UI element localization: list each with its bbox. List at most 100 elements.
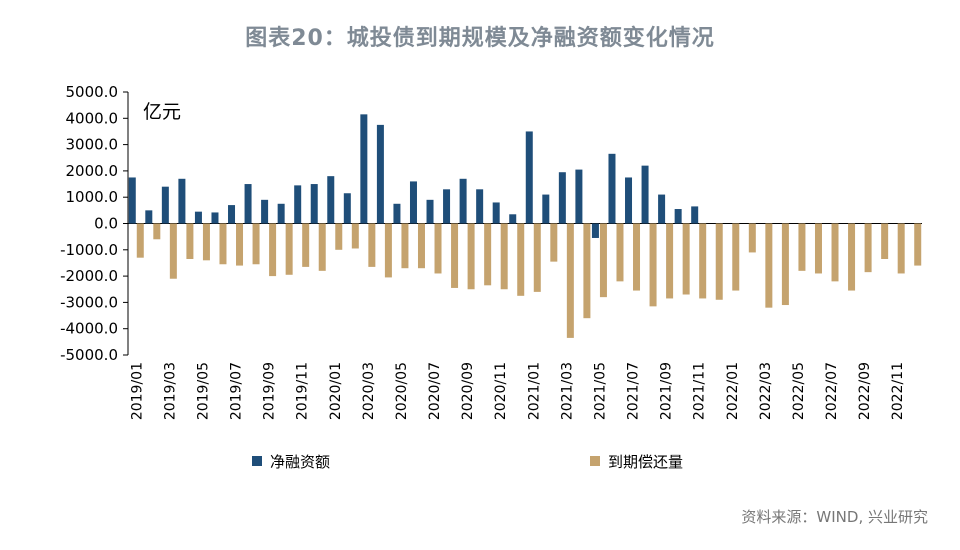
x-tick-label: 2022/07 xyxy=(824,362,840,420)
maturity-bar-2022-06 xyxy=(814,223,822,274)
net-financing-bar-2021-07 xyxy=(625,177,633,224)
net-financing-bar-2019-06 xyxy=(211,212,219,224)
maturity-bar-2022-10 xyxy=(881,223,889,259)
x-tick-label: 2019/11 xyxy=(295,362,311,420)
y-tick-label: 2000.0 xyxy=(66,162,119,180)
net-financing-bar-2021-09 xyxy=(658,194,666,224)
net-financing-bar-2019-01 xyxy=(128,177,136,224)
maturity-bar-2019-03 xyxy=(169,223,177,279)
legend-label-net-financing: 净融资额 xyxy=(270,453,330,471)
net-financing-bar-2020-10 xyxy=(476,189,484,224)
maturity-bar-2021-11 xyxy=(699,223,707,299)
y-tick-label: 4000.0 xyxy=(66,109,119,127)
y-tick-label: 1000.0 xyxy=(66,188,119,206)
maturity-bar-2022-12 xyxy=(914,223,922,266)
maturity-bar-2020-05 xyxy=(401,223,409,269)
maturity-bar-2022-02 xyxy=(748,223,756,253)
maturity-bar-2022-07 xyxy=(831,223,839,282)
maturity-bar-2020-08 xyxy=(451,223,459,288)
maturity-bar-2020-09 xyxy=(467,223,475,290)
maturity-bar-2019-08 xyxy=(252,223,260,265)
net-financing-bar-2019-12 xyxy=(310,184,318,224)
net-financing-bar-2020-04 xyxy=(376,124,384,224)
y-axis: 5000.0 4000.0 3000.0 2000.0 1000.0 0.0 -1000.0… xyxy=(60,83,129,364)
net-financing-bar-2019-07 xyxy=(228,205,236,224)
x-tick-label: 2020/01 xyxy=(328,362,344,420)
y-tick-label: -2000.0 xyxy=(60,267,118,285)
x-tick-label: 2021/01 xyxy=(526,362,542,420)
maturity-bar-2022-09 xyxy=(864,223,872,273)
maturity-bar-2021-10 xyxy=(682,223,690,295)
maturity-bar-2021-01 xyxy=(533,223,541,292)
net-financing-bar-2020-02 xyxy=(343,193,351,224)
maturity-bar-2022-03 xyxy=(765,223,773,308)
maturity-bar-2020-04 xyxy=(384,223,392,278)
maturity-bar-2020-10 xyxy=(484,223,492,286)
net-financing-bar-2021-01 xyxy=(525,131,533,224)
maturity-bar-2020-06 xyxy=(417,223,425,269)
y-tick-label: -3000.0 xyxy=(60,293,118,311)
x-tick-label: 2019/09 xyxy=(262,362,278,420)
x-tick-label: 2019/03 xyxy=(162,362,178,420)
net-financing-bar-2020-12 xyxy=(509,214,517,224)
legend-label-maturity-repayment: 到期偿还量 xyxy=(608,453,683,471)
net-financing-bar-2021-04 xyxy=(575,169,583,224)
net-financing-bar-2020-07 xyxy=(426,199,434,224)
maturity-bar-2021-06 xyxy=(616,223,624,282)
x-tick-label: 2022/11 xyxy=(890,362,906,420)
maturity-bar-2021-03 xyxy=(566,223,574,338)
maturity-bar-2019-09 xyxy=(269,223,277,277)
x-axis: 2019/01 2019/03 2019/05 2019/07 2019/09 2019/… xyxy=(129,362,906,420)
x-tick-label: 2020/07 xyxy=(427,362,443,420)
net-financing-bar-2020-03 xyxy=(360,114,368,224)
maturity-bar-2019-04 xyxy=(186,223,194,259)
net-financing-bar-2019-03 xyxy=(161,186,169,224)
x-tick-label: 2020/09 xyxy=(460,362,476,420)
x-tick-label: 2022/01 xyxy=(725,362,741,420)
maturity-bar-2019-11 xyxy=(302,223,310,267)
x-tick-label: 2021/11 xyxy=(692,362,708,420)
net-financing-bar-2019-09 xyxy=(261,199,269,224)
bars-group xyxy=(128,114,922,338)
maturity-bar-2019-01 xyxy=(136,223,144,258)
net-financing-bar-2020-01 xyxy=(327,176,335,224)
maturity-bar-2020-01 xyxy=(335,223,343,250)
x-tick-label: 2019/05 xyxy=(195,362,211,420)
net-financing-bar-2020-08 xyxy=(443,189,451,224)
net-financing-bar-2020-06 xyxy=(409,181,417,224)
legend-swatch-maturity-repayment xyxy=(590,456,600,466)
maturity-bar-2019-12 xyxy=(318,223,326,271)
maturity-bar-2022-08 xyxy=(848,223,856,291)
net-financing-bar-2019-02 xyxy=(145,210,153,224)
net-financing-bar-2019-08 xyxy=(244,184,252,224)
maturity-bar-2021-02 xyxy=(550,223,558,262)
maturity-bar-2021-04 xyxy=(583,223,591,319)
x-tick-label: 2020/11 xyxy=(493,362,509,420)
net-financing-bar-2019-04 xyxy=(178,178,186,224)
net-financing-bar-2020-09 xyxy=(459,178,467,224)
maturity-bar-2020-07 xyxy=(434,223,442,274)
net-financing-bar-2020-11 xyxy=(492,202,500,224)
legend-swatch-net-financing xyxy=(252,456,262,466)
maturity-bar-2019-07 xyxy=(236,223,244,266)
x-tick-label: 2019/01 xyxy=(129,362,145,420)
net-financing-bar-2021-05 xyxy=(591,223,599,238)
chart-title: 图表20：城投债到期规模及净融资额变化情况 xyxy=(245,26,715,51)
net-financing-bar-2019-11 xyxy=(294,185,302,224)
maturity-bar-2022-11 xyxy=(897,223,905,274)
y-tick-label: 5000.0 xyxy=(66,83,119,101)
maturity-bar-2021-12 xyxy=(715,223,723,300)
x-tick-label: 2022/09 xyxy=(857,362,873,420)
legend: 净融资额 到期偿还量 xyxy=(252,453,683,471)
maturity-bar-2022-04 xyxy=(781,223,789,306)
x-tick-label: 2022/03 xyxy=(758,362,774,420)
maturity-bar-2021-09 xyxy=(666,223,674,299)
maturity-bar-2021-07 xyxy=(633,223,641,291)
x-tick-label: 2019/07 xyxy=(229,362,245,420)
x-tick-label: 2022/05 xyxy=(791,362,807,420)
net-financing-bar-2021-11 xyxy=(691,206,699,224)
maturity-bar-2020-11 xyxy=(500,223,508,290)
x-tick-label: 2020/05 xyxy=(394,362,410,420)
maturity-bar-2019-02 xyxy=(153,223,161,240)
net-financing-bar-2021-08 xyxy=(641,165,649,224)
